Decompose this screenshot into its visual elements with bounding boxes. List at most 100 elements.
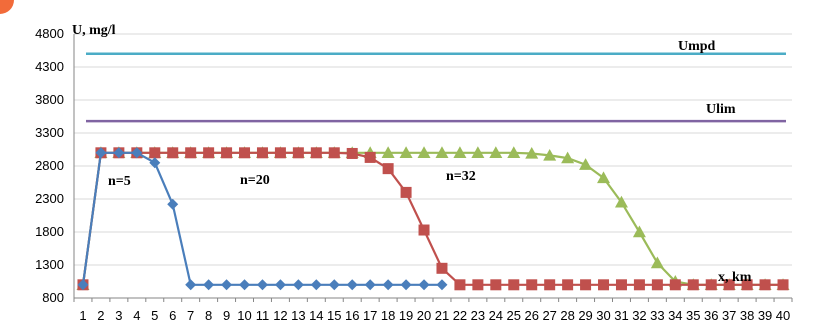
x-tick-label: 15 <box>327 308 341 323</box>
y-tick-label: 4800 <box>35 26 64 41</box>
x-axis-label: x, km <box>718 270 752 285</box>
y-tick-label: 1800 <box>35 224 64 239</box>
x-tick-label: 19 <box>399 308 413 323</box>
data-point <box>418 279 430 291</box>
data-point <box>651 279 663 291</box>
data-point <box>399 146 413 158</box>
series-n32 <box>76 146 790 290</box>
x-tick-label: 27 <box>542 308 556 323</box>
data-point <box>561 151 575 164</box>
data-point <box>167 198 179 210</box>
y-tick-label: 3800 <box>35 92 64 107</box>
y-tick-label: 2300 <box>35 191 64 206</box>
data-point <box>274 147 286 159</box>
data-point <box>705 279 717 291</box>
data-point <box>203 279 215 291</box>
data-point <box>185 279 197 291</box>
y-axis-label: U, mg/l <box>72 23 116 38</box>
data-point <box>328 279 340 291</box>
data-point <box>310 147 322 159</box>
data-point <box>203 147 215 159</box>
data-point <box>454 279 466 291</box>
x-tick-label: 25 <box>507 308 521 323</box>
x-tick-label: 2 <box>97 308 104 323</box>
data-point <box>239 279 251 291</box>
data-point <box>777 279 789 291</box>
x-tick-label: 9 <box>223 308 230 323</box>
data-point <box>687 279 699 291</box>
data-point <box>632 225 646 238</box>
data-point <box>346 147 358 159</box>
x-tick-label: 17 <box>363 308 377 323</box>
x-tick-label: 1 <box>79 308 86 323</box>
series-layer <box>76 146 790 291</box>
x-tick-label: 28 <box>560 308 574 323</box>
data-point <box>471 146 485 158</box>
ref-line-label-umpd: Umpd <box>678 39 716 54</box>
x-tick-label: 13 <box>291 308 305 323</box>
data-point <box>598 279 610 291</box>
data-point <box>221 147 233 159</box>
data-point <box>364 151 376 163</box>
x-tick-label: 5 <box>151 308 158 323</box>
data-point <box>418 224 430 236</box>
annotation-n20: n=20 <box>240 173 270 188</box>
data-point <box>382 163 394 175</box>
series-n5 <box>77 147 448 291</box>
data-point <box>381 146 395 158</box>
data-point <box>400 186 412 198</box>
data-point <box>615 279 627 291</box>
data-point <box>310 279 322 291</box>
data-point <box>669 279 681 291</box>
data-point <box>507 146 521 158</box>
data-point <box>435 146 449 158</box>
data-point <box>436 279 448 291</box>
reference-lines <box>86 52 786 123</box>
data-point <box>382 279 394 291</box>
x-tick-label: 33 <box>650 308 664 323</box>
data-point <box>597 171 611 184</box>
x-tick-label: 11 <box>256 308 270 323</box>
data-point <box>113 147 125 159</box>
data-point <box>759 279 771 291</box>
x-tick-label: 21 <box>435 308 449 323</box>
data-point <box>580 279 592 291</box>
data-point <box>614 195 628 208</box>
data-point <box>525 146 539 159</box>
x-tick-label: 39 <box>758 308 772 323</box>
data-point <box>489 146 503 158</box>
data-point <box>167 147 179 159</box>
x-tick-label: 6 <box>169 308 176 323</box>
data-point <box>292 147 304 159</box>
annotation-n5: n=5 <box>108 174 131 189</box>
data-point <box>472 279 484 291</box>
data-point <box>95 147 107 159</box>
data-point <box>256 147 268 159</box>
data-point <box>633 279 645 291</box>
data-point <box>562 279 574 291</box>
data-point <box>723 279 735 291</box>
x-tick-label: 12 <box>273 308 287 323</box>
x-tick-label: 8 <box>205 308 212 323</box>
labels-layer: U, mg/l x, km Umpd Ulim n=5 n=20 n=32 <box>72 23 752 285</box>
x-tick-label: 40 <box>776 308 790 323</box>
annotation-n32: n=32 <box>446 169 476 184</box>
y-tick-label: 3300 <box>35 125 64 140</box>
data-point <box>741 279 753 291</box>
ref-line-label-ulim: Ulim <box>706 102 736 117</box>
data-point <box>221 279 233 291</box>
data-point <box>256 279 268 291</box>
y-tick-label: 2800 <box>35 158 64 173</box>
data-point <box>77 279 89 291</box>
data-point <box>453 146 467 158</box>
y-tick-label: 800 <box>42 290 64 305</box>
series-line <box>81 151 783 286</box>
x-tick-label: 18 <box>381 308 395 323</box>
data-point <box>346 279 358 291</box>
data-point <box>526 279 538 291</box>
data-point <box>490 279 502 291</box>
data-point <box>436 262 448 274</box>
